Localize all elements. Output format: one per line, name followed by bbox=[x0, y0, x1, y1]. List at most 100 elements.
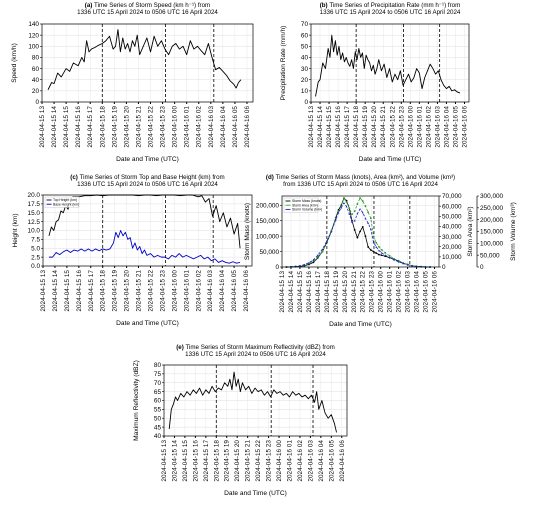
y3-tick-label: 100,000 bbox=[480, 241, 504, 248]
x-tick-label: 2024-04-16 02 bbox=[195, 270, 202, 312]
y3-tick-label: 50,000 bbox=[480, 252, 500, 259]
data-point bbox=[406, 263, 409, 266]
data-point bbox=[375, 245, 378, 248]
data-point bbox=[380, 251, 383, 254]
chart-title: (d) Time Series of Storm Mass (knots), A… bbox=[266, 174, 455, 181]
y-tick-label: 0 bbox=[275, 264, 279, 271]
data-point bbox=[348, 207, 351, 209]
x-tick-label: 2024-04-15 18 bbox=[100, 270, 107, 312]
x-tick-label: 2024-04-16 04 bbox=[219, 270, 226, 312]
x-axis-label: Date and Time (UTC) bbox=[359, 156, 422, 163]
data-point bbox=[340, 205, 343, 207]
x-tick-label: 2024-04-15 15 bbox=[297, 271, 304, 313]
panel-letter: (e) bbox=[176, 344, 185, 351]
y-tick-label: 150,000 bbox=[256, 218, 280, 225]
data-point bbox=[353, 219, 356, 222]
title-text: Time Series of Storm Maximum Reflectivit… bbox=[185, 344, 334, 351]
series-line-2 bbox=[48, 230, 241, 264]
data-point bbox=[402, 262, 405, 265]
x-tick-label: 2024-04-15 23 bbox=[369, 271, 376, 313]
data-point bbox=[359, 230, 361, 233]
panel-letter: (a) bbox=[85, 2, 94, 9]
legend-label: Storm Volume (km³) bbox=[292, 208, 322, 212]
series-line-3 bbox=[286, 202, 431, 268]
x-tick-label: 2024-04-15 22 bbox=[255, 440, 262, 482]
data-point bbox=[317, 256, 319, 258]
y-axis-label: Storm Mass (knots) bbox=[244, 203, 251, 260]
data-point bbox=[393, 258, 396, 261]
x-tick-label: 2024-04-16 01 bbox=[184, 106, 191, 148]
x-tick-label: 2024-04-15 23 bbox=[398, 106, 405, 148]
panel-letter: (b) bbox=[320, 2, 330, 9]
x-tick-label: 2024-04-15 13 bbox=[308, 106, 315, 148]
x-tick-label: 2024-04-16 01 bbox=[183, 270, 190, 312]
y2-tick-label: 30,000 bbox=[442, 234, 462, 241]
x-tick-label: 2024-04-15 18 bbox=[99, 106, 106, 148]
x-tick-label: 2024-04-16 05 bbox=[328, 440, 335, 482]
y-tick-label: 40 bbox=[154, 433, 162, 440]
data-point bbox=[361, 200, 364, 202]
x-axis-label: Date and Time (UTC) bbox=[329, 321, 392, 328]
title-text: Time Series of Storm Top and Base Height… bbox=[80, 174, 225, 181]
x-tick-label: 2024-04-15 20 bbox=[234, 440, 241, 482]
data-point bbox=[367, 246, 370, 248]
data-point bbox=[369, 228, 372, 230]
x-tick-label: 2024-04-15 14 bbox=[171, 440, 178, 482]
x-tick-label: 2024-04-15 19 bbox=[111, 106, 118, 148]
x-tick-label: 2024-04-15 15 bbox=[63, 106, 70, 148]
data-point bbox=[312, 261, 315, 264]
x-tick-label: 2024-04-16 01 bbox=[416, 106, 423, 148]
data-point bbox=[397, 260, 400, 263]
x-tick-label: 2024-04-15 16 bbox=[76, 270, 83, 312]
data-point bbox=[378, 245, 380, 248]
x-tick-label: 2024-04-16 01 bbox=[387, 271, 394, 313]
chart-panel-1: (a) Time Series of Storm Speed (km h⁻¹) … bbox=[11, 2, 254, 163]
y-tick-label: 70 bbox=[154, 380, 162, 387]
data-point bbox=[351, 213, 353, 216]
y2-tick-label: 20,000 bbox=[442, 244, 462, 251]
x-tick-label: 2024-04-15 17 bbox=[203, 440, 210, 482]
series-line-1 bbox=[315, 34, 461, 97]
y-tick-label: 20.0 bbox=[28, 192, 41, 199]
x-tick-label: 2024-04-15 13 bbox=[161, 440, 168, 482]
data-point bbox=[325, 239, 328, 242]
y-tick-label: 0.0 bbox=[31, 263, 40, 270]
data-point bbox=[356, 203, 359, 205]
data-point bbox=[384, 254, 387, 256]
series-line-1 bbox=[47, 29, 242, 90]
x-tick-label: 2024-04-15 14 bbox=[52, 270, 59, 312]
legend-label: Storm Area (km²) bbox=[292, 203, 318, 207]
x-tick-label: 2024-04-15 16 bbox=[306, 271, 313, 313]
y-axis-label: Maximum Reflectivity (dBZ) bbox=[133, 360, 140, 441]
panel-letter: (d) bbox=[266, 174, 276, 181]
legend-label: Top Height (km) bbox=[53, 198, 77, 202]
y-tick-label: 60 bbox=[154, 398, 162, 405]
data-point bbox=[316, 254, 319, 256]
x-tick-label: 2024-04-16 03 bbox=[207, 270, 214, 312]
x-tick-label: 2024-04-15 20 bbox=[342, 271, 349, 313]
data-point bbox=[359, 208, 361, 210]
x-tick-label: 2024-04-15 23 bbox=[159, 270, 166, 312]
y2-axis-label: Storm Area (km²) bbox=[467, 206, 474, 256]
x-tick-label: 2024-04-15 16 bbox=[192, 440, 199, 482]
panel-letter: (c) bbox=[70, 174, 79, 181]
data-point bbox=[375, 241, 377, 244]
chart-subtitle: 1336 UTC 15 April 2024 to 0506 UTC 16 Ap… bbox=[185, 351, 326, 358]
data-point bbox=[345, 201, 348, 203]
data-point bbox=[312, 258, 315, 261]
x-tick-label: 2024-04-15 14 bbox=[288, 271, 295, 313]
data-point bbox=[312, 260, 315, 262]
x-tick-label: 2024-04-16 04 bbox=[220, 106, 227, 148]
plot-frame bbox=[41, 23, 254, 103]
x-tick-label: 2024-04-15 22 bbox=[148, 106, 155, 148]
data-point bbox=[353, 229, 356, 231]
x-tick-label: 2024-04-16 05 bbox=[232, 106, 239, 148]
chart-title: (b) Time Series of Precipitation Rate (m… bbox=[320, 2, 461, 9]
x-tick-label: 2024-04-16 04 bbox=[318, 440, 325, 482]
data-point bbox=[380, 254, 383, 257]
y-tick-label: 100,000 bbox=[256, 233, 280, 240]
x-tick-label: 2024-04-16 00 bbox=[378, 271, 385, 313]
data-point bbox=[334, 218, 337, 221]
x-tick-label: 2024-04-16 06 bbox=[461, 106, 468, 148]
data-point bbox=[321, 250, 324, 253]
